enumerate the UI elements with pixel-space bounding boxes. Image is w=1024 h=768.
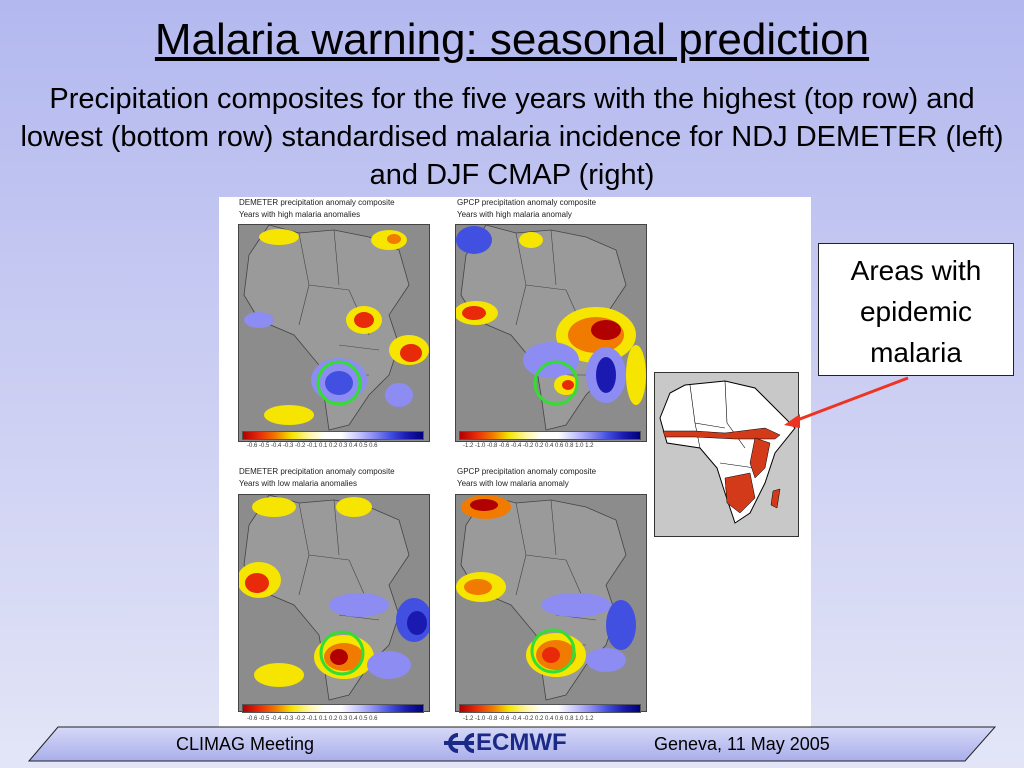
panel-title: DEMETER precipitation anomaly composite: [239, 467, 395, 476]
ecmwf-logo: ECMWF: [440, 729, 567, 757]
footer-band: [28, 726, 996, 762]
footer-meeting: CLIMAG Meeting: [176, 734, 315, 754]
footer-date: Geneva, 11 May 2005: [654, 734, 830, 754]
colorbar: [459, 704, 641, 713]
map-gpcp-low: [455, 494, 647, 712]
panel-subtitle: Years with low malaria anomalies: [239, 479, 357, 488]
slide-title: Malaria warning: seasonal prediction: [154, 15, 870, 64]
map-demeter-high: [238, 224, 430, 442]
panel-title: DEMETER precipitation anomaly composite: [239, 198, 395, 207]
panel-subtitle: Years with high malaria anomalies: [239, 210, 361, 219]
ecmwf-logo-icon: [444, 733, 475, 753]
map-demeter-low: [238, 494, 430, 712]
colorbar: [459, 431, 641, 440]
panel-subtitle: Years with low malaria anomaly: [457, 479, 569, 488]
callout-line: Areas with: [850, 255, 982, 286]
precipitation-composite-figure: DEMETER precipitation anomaly composite …: [219, 197, 811, 727]
callout-line: epidemic: [859, 296, 973, 327]
panel-title: GPCP precipitation anomaly composite: [457, 467, 597, 476]
ecmwf-logo-text: ECMWF: [476, 729, 567, 756]
map-gpcp-high: [455, 224, 647, 442]
colorbar: [242, 431, 424, 440]
epidemic-malaria-callout: Areas with epidemic malaria: [818, 243, 1014, 376]
colorbar-labels: -1.2 -1.0 -0.8 -0.6 -0.4 -0.2 0.2 0.4 0.…: [463, 443, 594, 449]
colorbar-labels: -0.6 -0.5 -0.4 -0.3 -0.2 -0.1 0.1 0.2 0.…: [247, 716, 378, 722]
colorbar: [242, 704, 424, 713]
colorbar-labels: -1.2 -1.0 -0.8 -0.6 -0.4 -0.2 0.2 0.4 0.…: [463, 716, 594, 722]
epidemic-malaria-inset-map: [654, 372, 799, 537]
colorbar-labels: -0.6 -0.5 -0.4 -0.3 -0.2 -0.1 0.1 0.2 0.…: [247, 443, 378, 449]
panel-subtitle: Years with high malaria anomaly: [457, 210, 572, 219]
callout-line: malaria: [870, 337, 962, 368]
slide-subtitle: Precipitation composites for the five ye…: [20, 83, 1004, 191]
panel-title: GPCP precipitation anomaly composite: [457, 198, 597, 207]
